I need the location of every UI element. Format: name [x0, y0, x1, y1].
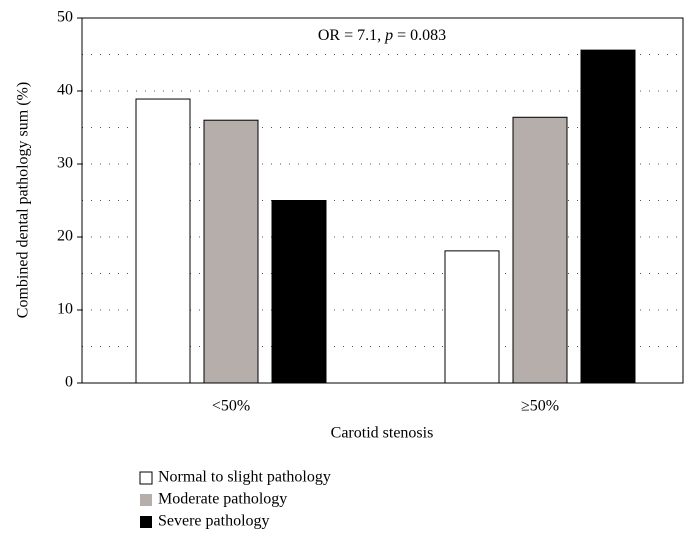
y-tick-label: 40: [57, 82, 73, 99]
bar: [271, 200, 327, 384]
legend-swatch: [140, 494, 152, 506]
legend-swatch: [140, 516, 152, 528]
legend-label: Moderate pathology: [158, 491, 287, 508]
legend-swatch: [139, 471, 153, 485]
annotation-part: = 0.083: [393, 27, 446, 44]
x-axis-label: Carotid stenosis: [331, 425, 434, 442]
y-tick-label: 50: [57, 9, 73, 26]
y-tick-label: 20: [57, 228, 73, 245]
bar: [580, 49, 636, 384]
y-tick-label: 0: [65, 374, 73, 391]
bar: [444, 250, 500, 384]
y-tick-label: 10: [57, 301, 73, 318]
annotation-part: OR = 7.1,: [318, 27, 385, 44]
bar: [203, 119, 259, 384]
y-axis-label: Combined dental pathology sum (%): [15, 82, 32, 318]
legend-label: Normal to slight pathology: [158, 469, 331, 486]
plot-frame: [81, 17, 684, 384]
x-tick-label: ≥50%: [521, 398, 559, 415]
annotation-part: p: [384, 27, 393, 44]
bar: [512, 116, 568, 384]
bar: [135, 98, 191, 384]
legend-label: Severe pathology: [158, 513, 270, 530]
x-tick-label: <50%: [212, 398, 250, 415]
y-tick-label: 30: [57, 155, 73, 172]
annotation: OR = 7.1, p = 0.083: [318, 27, 446, 44]
